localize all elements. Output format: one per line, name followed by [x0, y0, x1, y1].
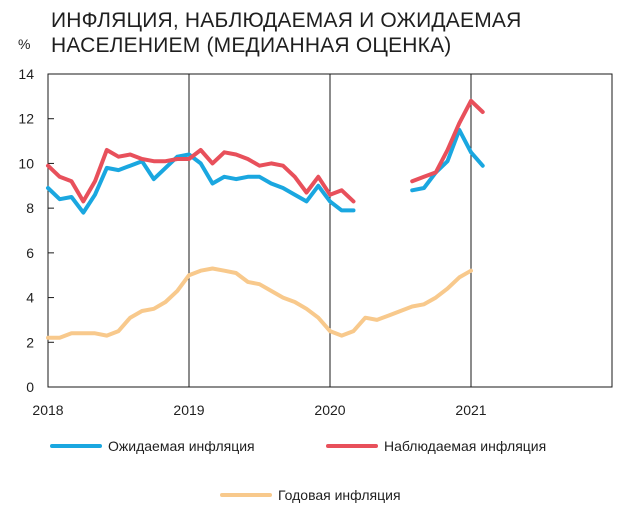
legend-swatch-observed [326, 444, 378, 448]
legend-swatch-annual [220, 493, 272, 497]
y-axis-unit: % [18, 36, 31, 52]
y-tick-label-12: 12 [18, 111, 34, 127]
chart-title-line-1: ИНФЛЯЦИЯ, НАБЛЮДАЕМАЯ И ОЖИДАЕМАЯ [51, 9, 522, 32]
series-line-1-segment-0 [46, 148, 356, 204]
x-tick-label-2020: 2020 [314, 402, 345, 418]
legend-label-annual: Годовая инфляция [278, 487, 401, 503]
legend-item-observed: Наблюдаемая инфляция [326, 438, 546, 454]
legend-label-observed: Наблюдаемая инфляция [384, 438, 547, 454]
legend-item-expected: Ожидаемая инфляция [50, 438, 255, 454]
y-tick-label-8: 8 [26, 200, 34, 216]
y-tick-label-14: 14 [18, 66, 34, 82]
x-tick-label-2018: 2018 [32, 402, 63, 418]
y-tick-label-10: 10 [18, 155, 34, 171]
legend-label-expected: Ожидаемая инфляция [108, 438, 255, 454]
y-tick-label-4: 4 [26, 290, 34, 306]
chart-title: ИНФЛЯЦИЯ, НАБЛЮДАЕМАЯ И ОЖИДАЕМАЯ НАСЕЛЕ… [51, 8, 522, 58]
legend-item-annual: Годовая инфляция [220, 487, 401, 503]
series-line-1-segment-1 [410, 98, 485, 184]
series-line-0-segment-1 [410, 127, 485, 193]
y-tick-label-2: 2 [26, 334, 34, 350]
x-tick-label-2021: 2021 [455, 402, 486, 418]
y-tick-label-0: 0 [26, 379, 34, 395]
series-line-2-segment-0 [46, 266, 473, 340]
x-tick-label-2019: 2019 [173, 402, 204, 418]
series-line-0-segment-0 [46, 152, 356, 215]
legend-swatch-expected [50, 444, 102, 448]
y-tick-label-6: 6 [26, 245, 34, 261]
chart-title-line-2: НАСЕЛЕНИЕМ (МЕДИАННАЯ ОЦЕНКА) [51, 34, 452, 57]
